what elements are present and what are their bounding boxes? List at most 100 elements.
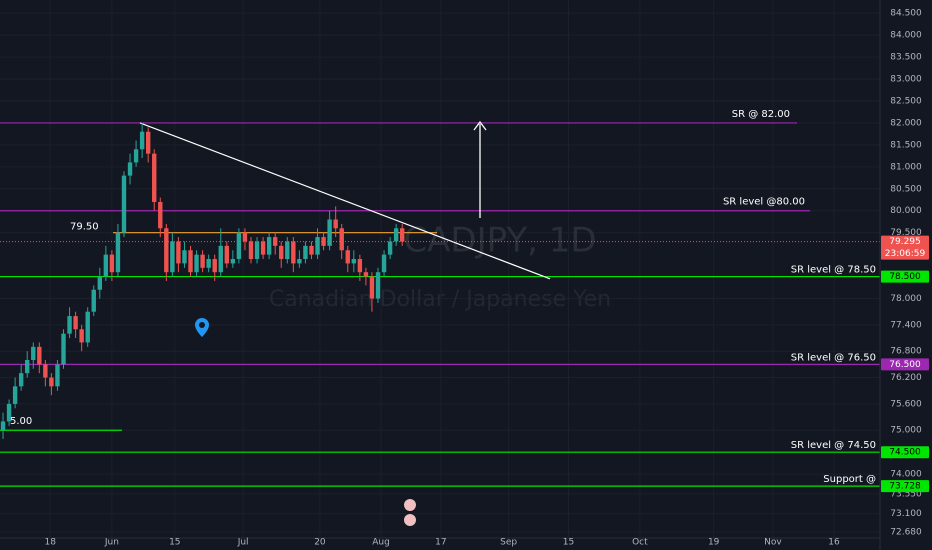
candle-body [133,149,139,163]
candle-body [12,386,18,404]
x-tick-label: Sep [500,538,517,548]
price-badge [881,446,929,459]
x-tick-label: Jun [104,538,119,548]
candle-body [61,333,66,365]
y-tick-label: 84.500 [890,9,922,19]
candle-body [369,276,375,299]
candle-body [297,259,302,264]
candle-body [206,259,211,268]
candle-body [91,289,96,312]
candle-body [285,241,290,260]
candle-body [25,360,30,374]
candle-body [291,241,296,264]
countdown: 23:06:59 [885,249,926,259]
last-price-label: 79.295 [889,237,921,247]
x-tick-label: 16 [828,538,840,548]
watermark-description: Canadian Dollar / Japanese Yen [269,287,611,312]
candle-body [194,254,199,273]
candle-body [375,272,381,299]
candle-body [339,228,344,251]
candle-body [127,162,133,176]
y-tick-label: 77.400 [890,320,922,330]
y-tick-label: 81.000 [890,162,922,172]
level-label: SR level @ 74.50 [791,440,876,451]
candle-body [321,237,326,246]
candle-body [55,364,60,387]
y-tick-label: 82.500 [890,96,922,106]
x-tick-label: Jul [237,538,249,548]
candle-body [266,237,272,255]
event-icon[interactable] [404,499,416,511]
candle-body [327,219,332,246]
y-tick-label: 80.000 [890,206,922,216]
candle-body [236,232,242,260]
price-badge-label: 74.500 [889,448,921,458]
y-tick-label: 75.000 [890,426,922,436]
candle-body [387,241,393,255]
y-tick-label: 83.500 [890,53,922,63]
candle-body [260,241,266,255]
candle-body [145,131,151,154]
candle-body [254,241,260,260]
candle-body [272,237,278,246]
level-label: SR level @ 78.50 [791,265,876,276]
candle-body [85,311,90,343]
trendline [139,122,551,280]
price-badge [881,358,929,371]
x-tick-label: 15 [169,538,180,548]
y-tick-label: 76.800 [890,347,922,357]
candle-body [97,276,102,290]
event-icon[interactable] [404,514,416,526]
price-badge-label: 78.500 [889,272,921,282]
candle-body [182,250,187,264]
candle-body [333,219,338,229]
candle-body [121,175,127,233]
level-label: 79.50 [70,222,99,233]
level-label: Support @ [823,474,876,485]
marker-pin-hole [199,322,205,328]
candle-body [212,259,217,273]
price-badge [881,270,929,283]
y-tick-label: 73.100 [890,509,922,519]
candle-body [109,254,115,273]
candle-body [248,241,254,260]
candle-body [218,245,223,273]
candle-body [139,131,145,150]
candle-body [18,373,24,387]
candle-body [152,153,157,202]
y-tick-label: 80.500 [890,184,922,194]
x-tick-label: Aug [372,538,390,548]
candle-body [200,254,205,268]
y-tick-label: 81.500 [890,140,922,150]
candle-body [393,228,399,242]
candle-body [6,403,12,422]
x-tick-label: Oct [632,538,648,548]
y-tick-label: 72.680 [890,528,922,538]
candle-body [381,254,387,273]
axes: 84.500 84.000 83.500 83.000 82.500 82.000 81.5… [44,9,929,548]
candle-body [315,237,320,255]
x-tick-label: 19 [708,538,720,548]
x-tick-label: 18 [44,538,56,548]
level-label: 5.00 [10,416,32,427]
candle-body [115,232,121,273]
candle-body [37,346,42,365]
candle-body [351,259,357,264]
arrow-head [473,120,487,131]
candle-body [67,316,72,334]
level-label: SR level @ 76.50 [791,352,876,363]
candle-body [43,364,48,378]
candle-body [345,250,350,264]
candle-body [357,259,363,273]
price-badge-label: 76.500 [889,360,921,370]
candle-body [309,245,314,255]
candle-body [31,346,36,360]
candle-body [79,329,84,343]
candle-body [0,421,6,431]
y-tick-label: 75.600 [890,399,922,409]
candle-body [303,245,308,260]
price-badge [881,480,929,493]
candle-body [188,250,193,273]
